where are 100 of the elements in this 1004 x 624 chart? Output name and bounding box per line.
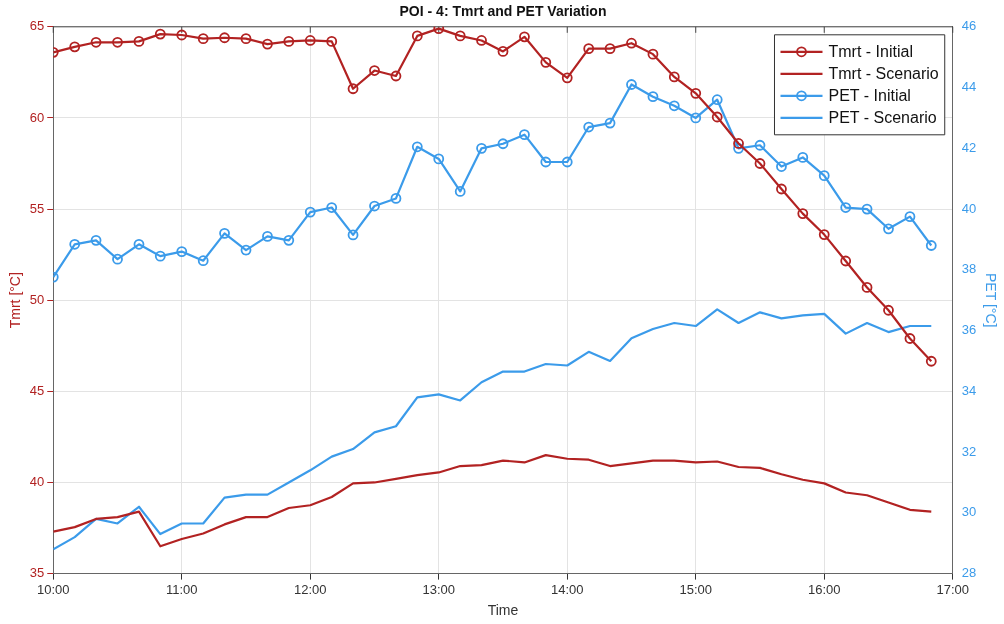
legend-label: PET - Scenario: [828, 109, 937, 127]
y-tick-label: 55: [29, 200, 45, 216]
point: [540, 56, 552, 68]
point: [754, 158, 766, 169]
point: [240, 244, 252, 256]
point: [197, 255, 209, 267]
point: [326, 202, 338, 213]
chart-title: POI - 4: Tmrt and PET Variation: [399, 3, 607, 20]
point: [262, 38, 273, 50]
y-tick-label: 35: [29, 565, 45, 581]
point: [304, 206, 316, 218]
point: [561, 72, 573, 84]
point: [90, 36, 102, 48]
legend-label: PET - Initial: [828, 87, 911, 105]
point: [925, 240, 937, 251]
x-tick-label: 15:00: [679, 581, 713, 597]
point: [776, 183, 787, 195]
point: [154, 250, 166, 262]
point: [454, 30, 466, 42]
point: [283, 234, 295, 246]
point: [476, 142, 487, 154]
y2-tick-label: 38: [961, 261, 977, 277]
x-tick-label: 13:00: [422, 581, 456, 597]
point: [411, 141, 423, 153]
x-tick-label: 12:00: [293, 581, 327, 597]
point: [347, 83, 359, 95]
point: [112, 253, 123, 265]
point: [176, 29, 188, 41]
x-tick-label: 11:00: [165, 581, 198, 597]
y2-tick-label: 30: [961, 504, 977, 520]
point: [390, 70, 402, 82]
point: [90, 234, 102, 246]
point: [347, 229, 359, 241]
point: [904, 333, 916, 344]
point: [797, 208, 809, 220]
point: [219, 227, 230, 239]
point: [668, 100, 680, 112]
x-tick-label: 10:00: [36, 581, 70, 597]
y-tick-label: 40: [29, 474, 45, 490]
point: [797, 152, 809, 163]
point: [861, 203, 873, 215]
point: [861, 282, 873, 293]
point: [840, 255, 852, 267]
point: [733, 138, 744, 149]
point: [497, 138, 509, 150]
y2-tick-label: 46: [961, 18, 977, 34]
y2-axis-title: PET [°C]: [982, 273, 999, 328]
point: [369, 65, 380, 76]
point: [904, 211, 916, 223]
point: [818, 170, 830, 182]
y2-tick-label: 42: [961, 139, 977, 155]
point: [583, 43, 595, 55]
y-tick-label: 50: [29, 291, 45, 307]
point: [583, 121, 595, 133]
point: [647, 91, 659, 103]
point: [626, 37, 637, 49]
point: [690, 112, 702, 124]
point: [433, 26, 445, 35]
legend-label: Tmrt - Scenario: [828, 65, 939, 83]
y-tick-label: 65: [29, 18, 45, 34]
point: [561, 156, 573, 168]
point: [604, 43, 616, 55]
point: [219, 32, 230, 44]
point: [733, 142, 744, 154]
y2-tick-label: 44: [961, 79, 977, 95]
point: [497, 46, 509, 57]
point: [818, 229, 830, 240]
point: [604, 117, 616, 129]
point: [647, 48, 659, 60]
point: [519, 31, 530, 43]
point: [540, 156, 552, 168]
y2-tick-label: 40: [961, 200, 977, 216]
point: [133, 35, 145, 47]
y-axis-title: Tmrt [°C]: [7, 272, 24, 329]
point: [840, 202, 852, 213]
point: [754, 139, 766, 151]
point: [883, 223, 894, 235]
legend-label: Tmrt - Initial: [828, 43, 913, 61]
point: [925, 355, 937, 367]
y-tick-label: 45: [29, 382, 45, 398]
point: [454, 186, 466, 197]
point: [626, 79, 637, 90]
point: [154, 28, 166, 40]
point: [411, 30, 423, 42]
y2-tick-label: 32: [961, 443, 977, 459]
point: [690, 87, 702, 99]
y2-tick-label: 34: [961, 382, 977, 398]
point: [304, 35, 316, 46]
point: [519, 129, 530, 141]
point: [326, 35, 338, 47]
point: [240, 33, 252, 45]
x-tick-label: 14:00: [550, 581, 584, 597]
x-tick-label: 17:00: [936, 581, 970, 597]
point: [476, 35, 487, 46]
y-tick-label: 60: [29, 109, 45, 125]
point: [390, 193, 402, 204]
point: [369, 200, 380, 212]
point: [262, 231, 273, 242]
point: [133, 238, 145, 250]
point: [112, 36, 123, 48]
